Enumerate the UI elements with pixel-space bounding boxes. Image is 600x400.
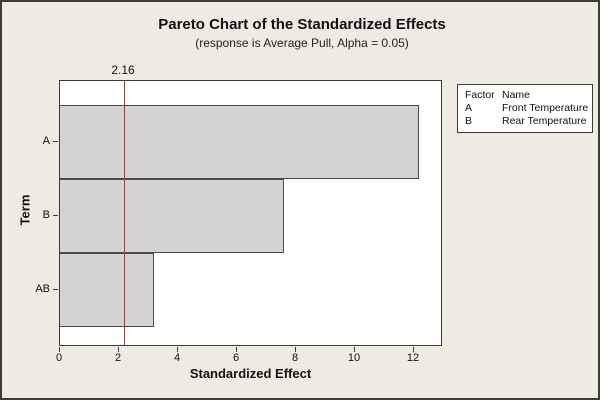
x-axis-label: Standardized Effect	[189, 366, 312, 381]
legend-header-factor: Factor	[465, 89, 495, 101]
x-tick-label-6: 6	[232, 352, 240, 364]
y-tick-mark	[53, 215, 58, 216]
legend-factor: A	[465, 102, 473, 114]
x-tick-label-0: 0	[55, 352, 63, 364]
x-tick-label-4: 4	[173, 352, 181, 364]
x-tick-mark	[295, 347, 296, 352]
legend-row-A: A Front Temperature	[465, 102, 592, 115]
x-tick-label-8: 8	[291, 352, 299, 364]
chart-subtitle: (response is Average Pull, Alpha = 0.05)	[195, 36, 409, 50]
x-tick-label-10: 10	[347, 352, 361, 364]
y-tick-mark	[53, 289, 58, 290]
plot-area	[59, 80, 442, 346]
x-tick-mark	[354, 347, 355, 352]
factor-legend: Factor Name A Front Temperature B Rear Temp…	[457, 84, 593, 133]
bar-A	[60, 105, 419, 179]
x-tick-mark	[236, 347, 237, 352]
legend-header-row: Factor Name	[465, 89, 592, 102]
chart-title: Pareto Chart of the Standardized Effects	[158, 16, 446, 33]
significance-reference-line	[124, 81, 125, 345]
y-tick-label-B: B	[42, 209, 50, 221]
legend-factor-name: Front Temperature	[502, 102, 589, 114]
y-axis-label: Term	[17, 194, 33, 226]
legend-row-B: B Rear Temperature	[465, 115, 592, 128]
bar-AB	[60, 253, 154, 327]
y-tick-label-A: A	[42, 135, 50, 147]
x-tick-label-2: 2	[114, 352, 122, 364]
reference-line-value-label: 2.16	[111, 63, 135, 77]
x-tick-label-12: 12	[406, 352, 420, 364]
y-tick-label-AB: AB	[35, 283, 50, 295]
bar-B	[60, 179, 284, 253]
x-tick-mark	[413, 347, 414, 352]
x-tick-mark	[118, 347, 119, 352]
legend-factor: B	[465, 115, 473, 127]
x-tick-mark	[177, 347, 178, 352]
legend-header-name: Name	[502, 89, 531, 101]
x-tick-mark	[59, 347, 60, 352]
legend-factor-name: Rear Temperature	[502, 115, 587, 127]
y-tick-mark	[53, 141, 58, 142]
